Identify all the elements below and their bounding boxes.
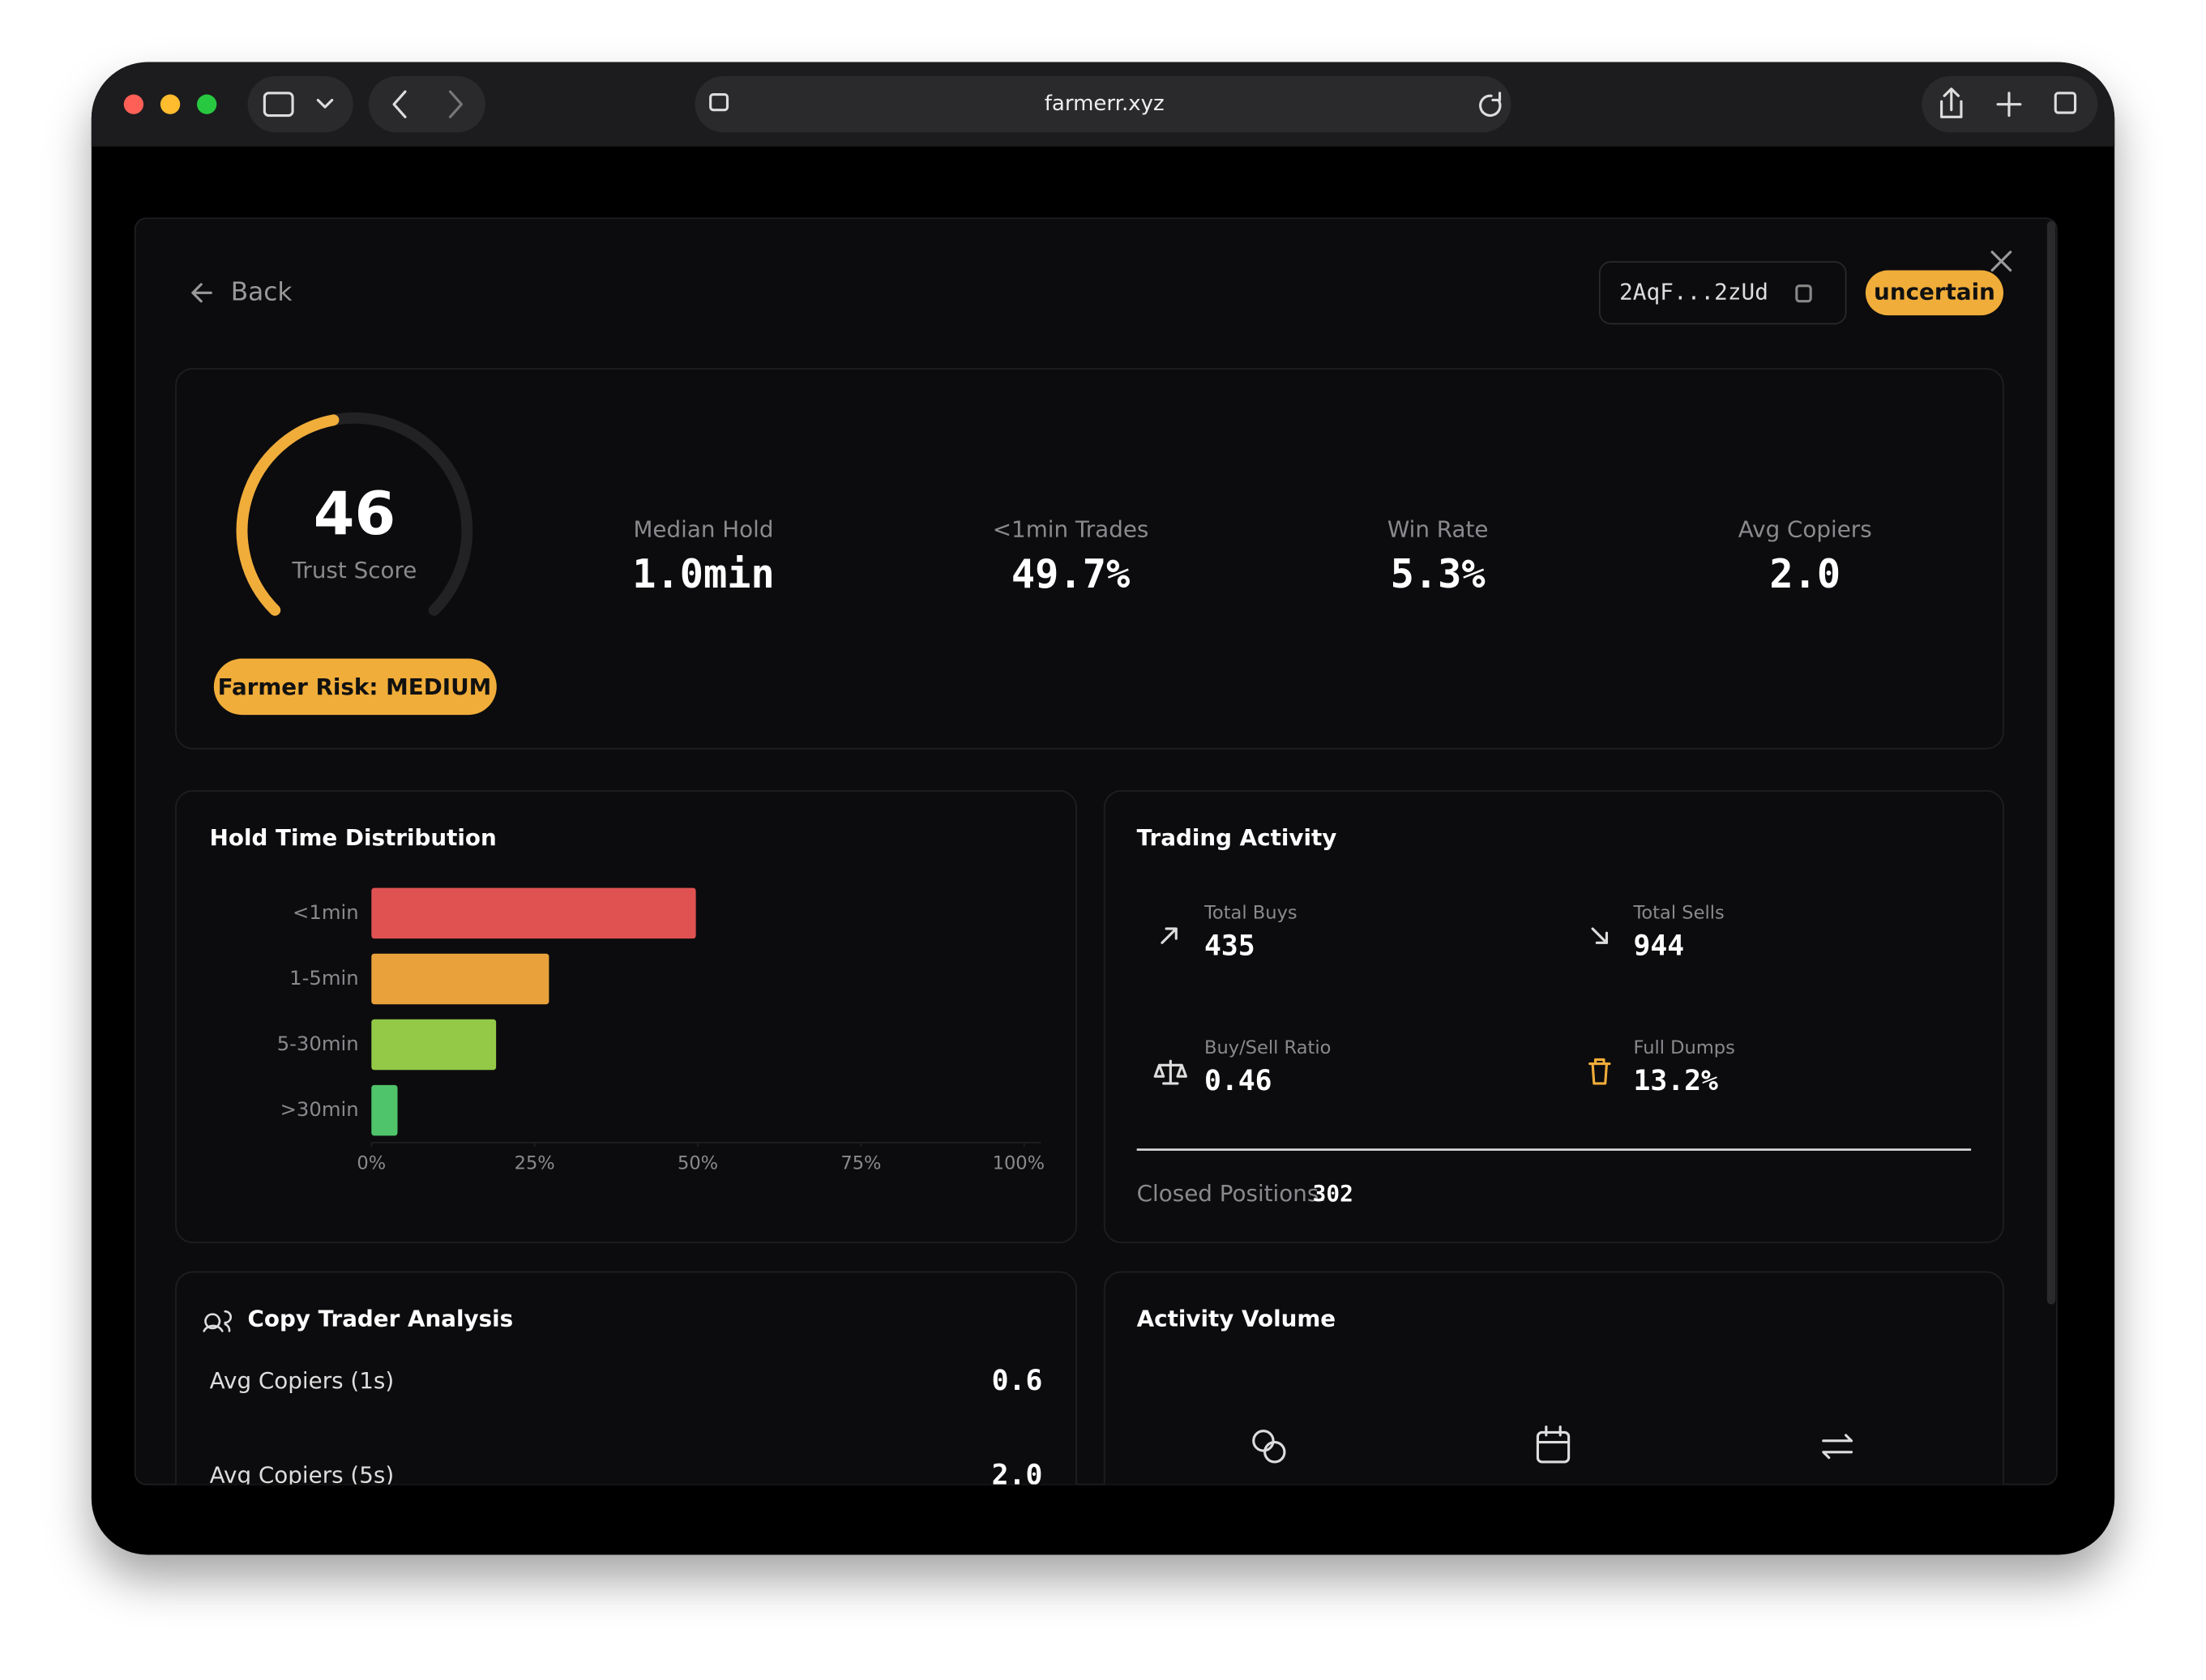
coins-icon (1263, 1441, 1286, 1464)
row-label: Avg Copiers (1s) (210, 1367, 395, 1394)
bar (371, 1084, 398, 1136)
back-link[interactable]: Back (231, 277, 293, 306)
users-icon (203, 1310, 232, 1332)
chart-title: Hold Time Distribution (210, 824, 497, 851)
badge (1865, 270, 2004, 316)
item-value: 13.2% (1633, 1065, 1718, 1097)
new-tab[interactable] (1996, 92, 2022, 118)
item-label: Full Dumps (1633, 1037, 1734, 1058)
address-box[interactable] (1598, 261, 1847, 325)
item-label: Buy/Sell Ratio (1204, 1037, 1331, 1058)
address: 2AqF...2zUd (1619, 278, 1768, 305)
scrollbar (2046, 220, 2056, 1305)
item-value: 0.46 (1204, 1065, 1272, 1097)
y-tick-label: <1min (293, 900, 359, 924)
trash-icon (1588, 1058, 1611, 1085)
repeat-icon (1822, 1434, 1853, 1460)
closed-label: Closed Positions: (1137, 1180, 1327, 1207)
row-label: Avg Copiers (5s) (210, 1461, 395, 1488)
icon (263, 92, 294, 118)
item-label: Total Buys (1203, 902, 1298, 923)
reload[interactable] (1479, 92, 1502, 118)
volume-title: Activity Volume (1137, 1306, 1336, 1332)
badge-text: uncertain (1874, 278, 1995, 305)
share[interactable] (1940, 88, 1963, 118)
y-tick-label: 1-5min (289, 966, 359, 990)
stat-label: Median Hold (633, 516, 773, 543)
max-dot[interactable] (197, 94, 217, 114)
buy-icon (1161, 927, 1178, 944)
fwd-icon[interactable] (448, 90, 463, 118)
item-value: 944 (1633, 930, 1684, 963)
sidebar-btn[interactable] (247, 75, 353, 133)
icon (709, 92, 729, 112)
min-dot[interactable] (160, 94, 181, 114)
score-label: Trust Score (292, 557, 417, 584)
sell-icon (1591, 927, 1609, 944)
closed-value: 302 (1313, 1180, 1353, 1207)
y-tick-label: >30min (280, 1097, 359, 1121)
risk-pill (213, 658, 497, 716)
x-tick-label: 75% (840, 1152, 881, 1173)
icon (316, 98, 334, 109)
scale-icon (1153, 1059, 1187, 1085)
calendar-icon (1536, 1430, 1571, 1464)
bar (371, 887, 696, 939)
calendar-icon (1536, 1425, 1571, 1444)
row-value: 2.0 (992, 1459, 1043, 1491)
x-tick-label: 25% (515, 1152, 555, 1173)
x-tick-label: 0% (357, 1152, 386, 1173)
bar (371, 1019, 497, 1071)
score: 46 (314, 480, 395, 549)
copy-card (175, 1271, 1077, 1485)
stat-label: Avg Copiers (1738, 516, 1872, 543)
stat-value: 5.3% (1391, 552, 1486, 597)
stat-label: Win Rate (1387, 516, 1489, 543)
summary-card (175, 368, 2004, 750)
gauge-arc (236, 414, 340, 616)
copy-title: Copy Trader Analysis (248, 1306, 514, 1332)
bar (371, 953, 549, 1005)
volume-card (1103, 1271, 2004, 1485)
close-dot[interactable] (123, 94, 144, 114)
stat-value: 1.0min (632, 552, 775, 597)
stat-value: 2.0 (1769, 552, 1840, 597)
nav-btns[interactable] (368, 75, 485, 133)
risk: Farmer Risk: MEDIUM (218, 673, 492, 700)
url: farmerr.xyz (1045, 92, 1165, 116)
url-bar[interactable] (695, 75, 1511, 133)
y-tick-label: 5-30min (277, 1032, 359, 1055)
x-tick-label: 50% (678, 1152, 718, 1173)
tabs[interactable] (2054, 92, 2077, 114)
back-icon[interactable] (392, 90, 407, 118)
copy-icon[interactable] (1795, 284, 1812, 303)
stat-label: <1min Trades (993, 516, 1149, 543)
stat-value: 49.7% (1011, 552, 1130, 597)
item-label: Total Sells (1632, 902, 1724, 923)
chart-card (175, 789, 1077, 1243)
back-arrow[interactable] (191, 283, 212, 303)
coins-icon (1252, 1430, 1275, 1452)
trading-title: Trading Activity (1137, 824, 1337, 851)
x-tick-label: 100% (993, 1152, 1045, 1173)
row-value: 0.6 (992, 1365, 1043, 1397)
close[interactable] (1990, 250, 2012, 272)
trading-card (1103, 789, 2004, 1243)
item-value: 435 (1204, 930, 1255, 963)
